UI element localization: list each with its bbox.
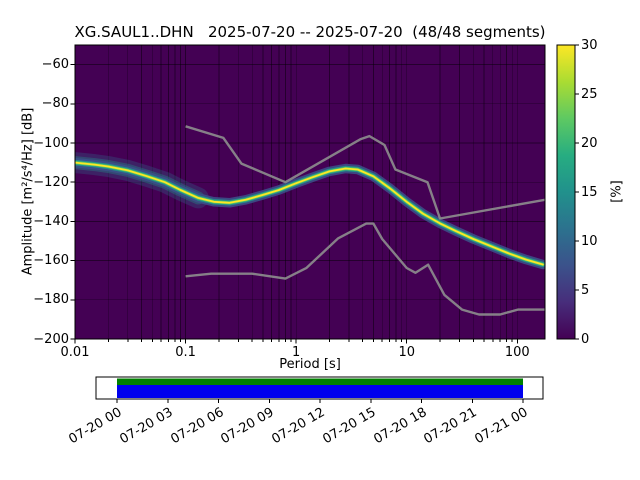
colorbar-label: [%] <box>609 180 625 203</box>
y-axis-label: Amplitude [m²/s⁴/Hz] [dB] <box>20 107 36 276</box>
plot-title: XG.SAUL1..DHN 2025-07-20 -- 2025-07-20 (… <box>74 23 546 41</box>
x-axis-label: Period [s] <box>279 357 341 372</box>
